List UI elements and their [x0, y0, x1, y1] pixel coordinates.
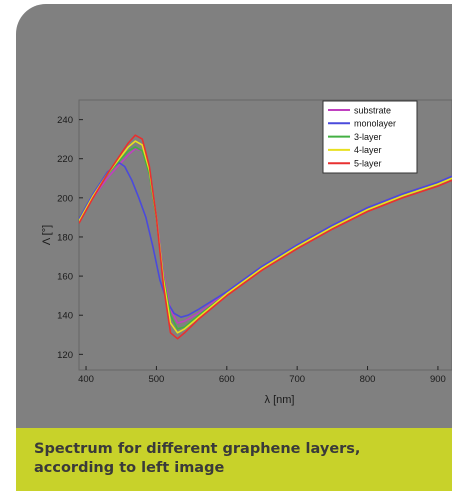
caption-line-2: according to left image	[34, 460, 225, 476]
series-line-4-layer	[79, 140, 452, 334]
figure-card: 120 140 160 180 200 220 240 400 500 600 700 800 900 λ…	[16, 4, 452, 491]
x-tick-label-900: 900	[430, 374, 446, 385]
legend-label-4-layer: 4-layer	[354, 145, 382, 155]
plot-area-frame	[78, 99, 452, 371]
x-tick-label-700: 700	[289, 374, 305, 385]
x-tick-label-500: 500	[148, 374, 164, 385]
legend-label-monolayer: monolayer	[354, 119, 396, 129]
caption-line-1: Spectrum for different graphene layers,	[34, 441, 361, 457]
plot-panel: 120 140 160 180 200 220 240 400 500 600 700 800 900 λ…	[16, 4, 452, 428]
series-line-3-layer	[79, 146, 452, 330]
x-tick-label-400: 400	[78, 374, 94, 385]
y-tick-label-140: 140	[57, 311, 73, 322]
series-line-substrate	[79, 148, 452, 324]
y-tick-label-220: 220	[57, 154, 73, 165]
x-tick-label-800: 800	[360, 374, 376, 385]
y-tick-label-180: 180	[57, 232, 73, 243]
legend-label-5-layer: 5-layer	[354, 159, 382, 169]
y-tick-label-200: 200	[57, 193, 73, 204]
legend-label-3-layer: 3-layer	[354, 132, 382, 142]
y-axis-label: Λ [°]	[41, 225, 53, 245]
legend-label-substrate: substrate	[354, 105, 391, 115]
series-line-5-layer	[79, 134, 452, 340]
y-tick-label-160: 160	[57, 272, 73, 283]
x-axis-label: λ [nm]	[265, 394, 295, 406]
x-tick-label-600: 600	[219, 374, 235, 385]
y-tick-label-240: 240	[57, 115, 73, 126]
series-line-monolayer	[79, 161, 452, 318]
spectrum-chart: 120 140 160 180 200 220 240 400 500 600 700 800 900 λ…	[41, 99, 452, 406]
y-tick-label-120: 120	[57, 350, 73, 361]
figure-caption: Spectrum for different graphene layers, …	[16, 428, 452, 491]
